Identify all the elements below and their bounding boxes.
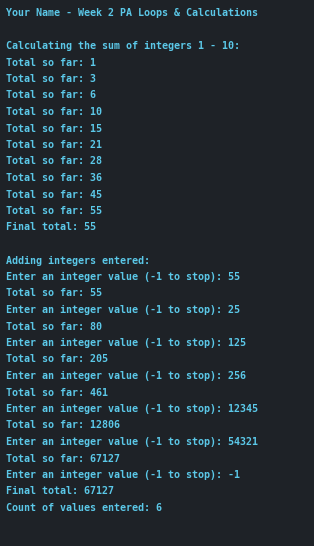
Text: Total so far: 12806: Total so far: 12806 — [6, 420, 120, 430]
Text: Enter an integer value (-1 to stop): 12345: Enter an integer value (-1 to stop): 123… — [6, 404, 258, 414]
Text: Your Name - Week 2 PA Loops & Calculations: Your Name - Week 2 PA Loops & Calculatio… — [6, 8, 258, 18]
Text: Enter an integer value (-1 to stop): -1: Enter an integer value (-1 to stop): -1 — [6, 470, 240, 480]
Text: Enter an integer value (-1 to stop): 125: Enter an integer value (-1 to stop): 125 — [6, 338, 246, 348]
Text: Final total: 67127: Final total: 67127 — [6, 486, 114, 496]
Text: Total so far: 3: Total so far: 3 — [6, 74, 96, 84]
Text: Enter an integer value (-1 to stop): 54321: Enter an integer value (-1 to stop): 543… — [6, 437, 258, 447]
Text: Total so far: 45: Total so far: 45 — [6, 189, 102, 199]
Text: Total so far: 80: Total so far: 80 — [6, 322, 102, 331]
Text: Calculating the sum of integers 1 - 10:: Calculating the sum of integers 1 - 10: — [6, 41, 240, 51]
Text: Adding integers entered:: Adding integers entered: — [6, 256, 150, 265]
Text: Total so far: 10: Total so far: 10 — [6, 107, 102, 117]
Text: Total so far: 28: Total so far: 28 — [6, 157, 102, 167]
Text: Enter an integer value (-1 to stop): 55: Enter an integer value (-1 to stop): 55 — [6, 272, 240, 282]
Text: Total so far: 67127: Total so far: 67127 — [6, 454, 120, 464]
Text: Final total: 55: Final total: 55 — [6, 223, 96, 233]
Text: Total so far: 21: Total so far: 21 — [6, 140, 102, 150]
Text: Total so far: 205: Total so far: 205 — [6, 354, 108, 365]
Text: Total so far: 55: Total so far: 55 — [6, 206, 102, 216]
Text: Total so far: 1: Total so far: 1 — [6, 57, 96, 68]
Text: Enter an integer value (-1 to stop): 256: Enter an integer value (-1 to stop): 256 — [6, 371, 246, 381]
Text: Enter an integer value (-1 to stop): 25: Enter an integer value (-1 to stop): 25 — [6, 305, 240, 315]
Text: Total so far: 55: Total so far: 55 — [6, 288, 102, 299]
Text: Total so far: 15: Total so far: 15 — [6, 123, 102, 134]
Text: Total so far: 461: Total so far: 461 — [6, 388, 108, 397]
Text: Count of values entered: 6: Count of values entered: 6 — [6, 503, 162, 513]
Text: Total so far: 6: Total so far: 6 — [6, 91, 96, 100]
Text: Total so far: 36: Total so far: 36 — [6, 173, 102, 183]
